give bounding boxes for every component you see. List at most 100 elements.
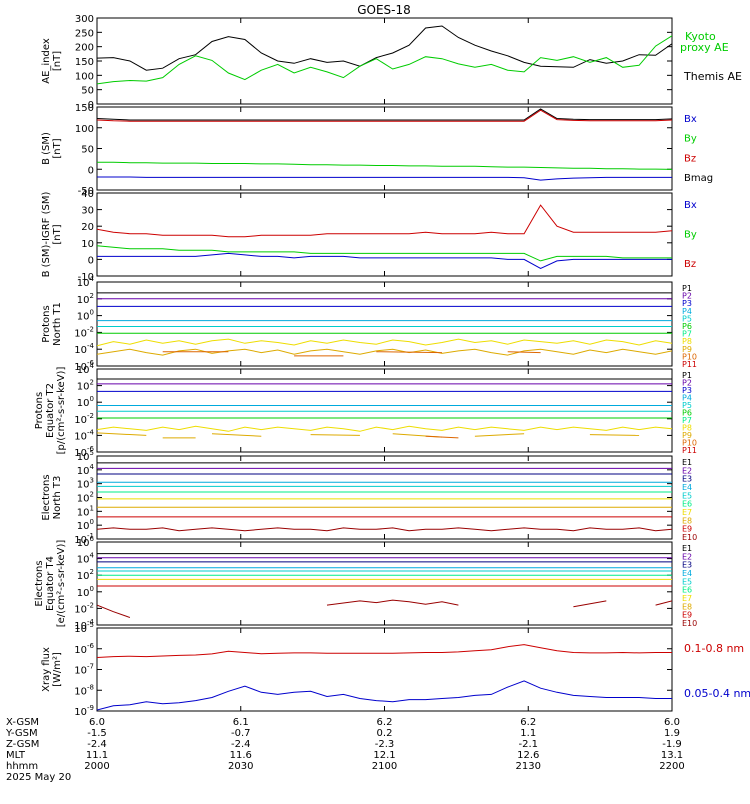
y-tick-label: 20: [81, 222, 94, 233]
footer-value: 0.2: [377, 728, 393, 739]
footer-value: -1.5: [87, 728, 107, 739]
legend-entry: E5: [682, 491, 692, 500]
footer-value: 11.1: [86, 750, 108, 761]
y-tick-label: 150: [75, 103, 94, 114]
x-tick-label: 2200: [659, 761, 684, 772]
y-tick-label-exponent: 4: [90, 463, 95, 471]
footer-value: 6.0: [89, 717, 105, 728]
legend-entry: P7: [682, 330, 692, 339]
footer-row-label: X-GSM: [6, 717, 39, 728]
legend-entry: E6: [682, 500, 692, 509]
y-tick-label: 100: [75, 124, 94, 135]
legend-entry: E7: [682, 594, 692, 603]
legend-entry: P4: [682, 394, 692, 403]
footer-value: -1.9: [662, 739, 682, 750]
legend-entry: P11: [682, 360, 697, 369]
footer-value: 13.1: [661, 750, 683, 761]
y-tick-label-exponent: 6: [90, 535, 95, 543]
footer-value: 6.2: [377, 717, 393, 728]
legend-entry: 0.05-0.4 nm: [684, 687, 750, 700]
y-tick-label: 0: [88, 100, 94, 111]
legend-entry: Bx: [684, 200, 697, 211]
footer-row-label: hhmm: [6, 761, 38, 772]
y-tick-label: 300: [75, 14, 94, 25]
y-tick-label: 30: [81, 206, 94, 217]
footer-value: 6.2: [520, 717, 536, 728]
legend-entry: 0.1-0.8 nm: [684, 642, 744, 655]
series-group: [97, 204, 672, 270]
legend-entry: Bz: [684, 153, 696, 164]
legend-entry: E1: [682, 458, 692, 467]
footer-value: 12.6: [517, 750, 539, 761]
series-line-e9-segment: [97, 604, 131, 618]
legend-entry: By: [684, 134, 697, 145]
legend-entry: P11: [682, 446, 697, 455]
y-tick-label-exponent: 0: [90, 518, 94, 526]
legend-entry: E2: [682, 552, 692, 561]
series-line-by: [97, 245, 672, 262]
footer-value: -0.7: [231, 728, 251, 739]
legend-entry: Kyoto: [685, 30, 716, 43]
series-line-bx: [97, 252, 672, 270]
y-axis-label: Equator T4: [45, 556, 56, 611]
legend-entry: E2: [682, 466, 692, 475]
y-tick-label-exponent: 0: [90, 395, 94, 403]
y-axis-label: Electrons: [41, 474, 52, 520]
y-axis-label: Protons: [41, 305, 52, 342]
y-tick-label-exponent: 1: [90, 504, 94, 512]
y-tick-label: 10: [81, 239, 94, 250]
legend-entry: P6: [682, 409, 692, 418]
y-tick-label: 50: [81, 86, 94, 97]
legend-entry: proxy AE: [680, 41, 729, 54]
footer-value: 11.6: [230, 750, 252, 761]
y-tick-label-exponent: -2: [87, 412, 94, 420]
legend-entry: E9: [682, 611, 692, 620]
legend-entry: P2: [682, 292, 692, 301]
series-group: [97, 462, 672, 532]
legend-entry: E1: [682, 544, 692, 553]
y-tick-label-exponent: -4: [87, 428, 95, 436]
footer-value: -2.3: [375, 739, 395, 750]
y-tick-label-exponent: 0: [90, 585, 94, 593]
legend-entry: E8: [682, 516, 692, 525]
y-axis-label: North T1: [52, 302, 63, 346]
series-line-themis-ae: [97, 25, 672, 71]
y-tick-label-exponent: 5: [90, 449, 94, 457]
footer-value: -2.4: [231, 739, 251, 750]
footer-value: -2.1: [518, 739, 538, 750]
y-tick-label-exponent: -4: [87, 342, 95, 350]
series-line-e9-segment: [326, 599, 459, 606]
y-tick-label-exponent: 2: [90, 568, 94, 576]
series-group: [97, 292, 672, 357]
x-tick-label: 2130: [516, 761, 541, 772]
legend-entry: P2: [682, 379, 692, 388]
y-tick-label-exponent: -9: [87, 704, 94, 712]
footer-value: 1.1: [520, 728, 536, 739]
legend-entry: P5: [682, 314, 692, 323]
legend-entry: E3: [682, 475, 692, 484]
legend-entry: E7: [682, 508, 692, 517]
footer-row-label: Y-GSM: [5, 728, 38, 739]
footer-row-label: MLT: [6, 750, 26, 761]
footer-value: 12.1: [373, 750, 395, 761]
y-axis-label: B (SM)-IGRF (SM): [41, 192, 52, 278]
y-tick-label-exponent: -6: [87, 445, 95, 453]
x-tick-label: 2000: [84, 761, 109, 772]
y-tick-label: 0: [88, 255, 94, 266]
series-group: [97, 644, 672, 711]
series-line-p7: [97, 425, 672, 432]
y-axis-label: North T3: [52, 476, 63, 520]
legend-entry: E10: [682, 619, 697, 628]
footer-row-label: Z-GSM: [6, 739, 39, 750]
legend-entry: P9: [682, 345, 692, 354]
series-line-p8-segment: [474, 433, 525, 437]
legend-entry: Themis AE: [683, 70, 742, 83]
y-axis-label: Protons: [34, 392, 45, 429]
